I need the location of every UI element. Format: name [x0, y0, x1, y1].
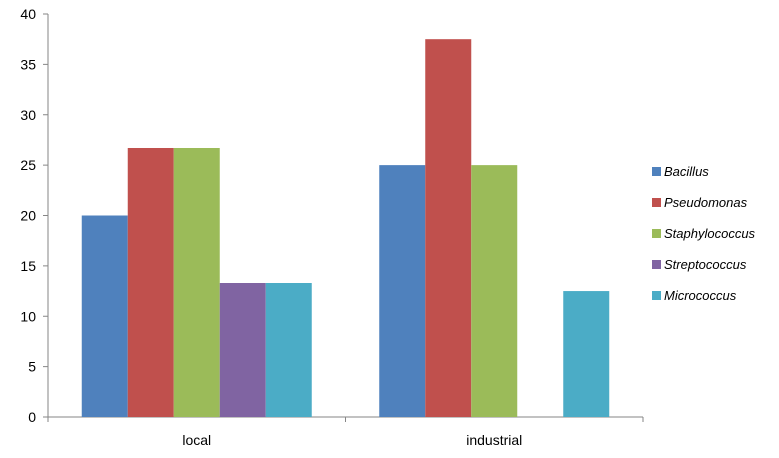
y-tick-label: 15 — [20, 258, 36, 274]
bar-micrococcus-local — [265, 283, 312, 417]
y-tick-label: 0 — [28, 409, 36, 425]
y-tick-label: 25 — [20, 157, 36, 173]
x-tick-label: local — [182, 432, 211, 448]
x-axis-ticks: local industrial — [47, 417, 644, 448]
y-axis-ticks: 0 5 10 15 20 25 30 35 40 — [20, 6, 48, 425]
legend-label-pseudomonas: Pseudomonas — [664, 195, 748, 210]
y-tick-label: 30 — [20, 107, 36, 123]
bar-series-group — [81, 39, 610, 417]
legend-label-staphylococcus: Staphylococcus — [664, 226, 756, 241]
bar-micrococcus-industrial — [563, 291, 610, 417]
bar-bacillus-industrial — [379, 165, 426, 417]
y-tick-label: 40 — [20, 6, 36, 22]
x-tick-label: industrial — [466, 432, 522, 448]
legend-swatch-pseudomonas — [652, 198, 661, 207]
legend-swatch-streptococcus — [652, 260, 661, 269]
bar-pseudomonas-local — [127, 147, 174, 417]
legend-label-bacillus: Bacillus — [664, 164, 709, 179]
y-tick-label: 10 — [20, 308, 36, 324]
bar-staphylococcus-local — [173, 147, 220, 417]
legend-swatch-bacillus — [652, 167, 661, 176]
bar-pseudomonas-industrial — [425, 39, 472, 417]
legend-swatch-staphylococcus — [652, 229, 661, 238]
legend: Bacillus Pseudomonas Staphylococcus Strepto… — [652, 164, 756, 303]
y-tick-label: 5 — [28, 359, 36, 375]
y-tick-label: 35 — [20, 56, 36, 72]
legend-label-micrococcus: Micrococcus — [664, 288, 737, 303]
legend-label-streptococcus: Streptococcus — [664, 257, 747, 272]
bar-streptococcus-local — [219, 283, 266, 417]
y-tick-label: 20 — [20, 208, 36, 224]
bar-staphylococcus-industrial — [471, 165, 518, 417]
plot-area: 0 5 10 15 20 25 30 35 40 local industrial — [20, 6, 644, 448]
bar-bacillus-local — [81, 215, 128, 417]
legend-swatch-micrococcus — [652, 291, 661, 300]
